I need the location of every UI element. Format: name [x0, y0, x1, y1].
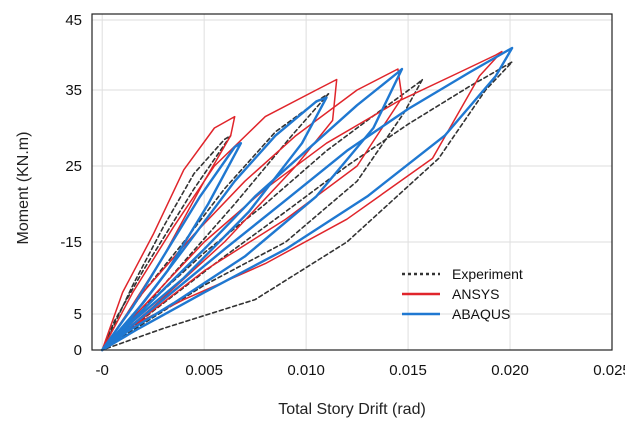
experiment-loop-line	[101, 134, 232, 351]
y-tick-label: 45	[65, 12, 82, 29]
plot-area-frame	[91, 13, 613, 351]
y-tick-label: -15	[60, 234, 82, 251]
ansys-loop-line	[101, 78, 338, 351]
legend-label-abaqus: ABAQUS	[452, 306, 510, 322]
y-tick-label: 0	[74, 342, 82, 359]
x-tick-label: 0.020	[491, 362, 529, 379]
legend-label-experiment: Experiment	[452, 266, 523, 282]
experiment-loop-line	[101, 78, 424, 351]
x-tick-label: 0.025	[593, 362, 625, 379]
experiment-loop-line	[101, 61, 513, 351]
legend: Experiment ANSYS ABAQUS	[402, 266, 523, 322]
y-tick-label: 5	[74, 306, 82, 323]
x-tick-label: -0	[96, 362, 109, 379]
abaqus-loop-line	[100, 46, 514, 352]
y-tick-label: 25	[65, 158, 82, 175]
x-axis-title: Total Story Drift (rad)	[278, 401, 426, 418]
x-tick-label: 0.015	[389, 362, 427, 379]
series-abaqus	[100, 46, 514, 352]
y-axis-ticks: 0 5 -15 25 35 45	[60, 12, 82, 359]
y-axis-title: Moment (KN.m)	[15, 132, 32, 245]
abaqus-loop-line	[100, 96, 328, 352]
series-layer	[100, 46, 514, 352]
abaqus-loop-line	[100, 67, 404, 352]
x-axis-ticks: -0 0.005 0.010 0.015 0.020 0.025	[96, 362, 625, 379]
x-tick-label: 0.010	[287, 362, 325, 379]
y-tick-label: 35	[65, 82, 82, 99]
x-tick-label: 0.005	[185, 362, 223, 379]
legend-label-ansys: ANSYS	[452, 286, 499, 302]
